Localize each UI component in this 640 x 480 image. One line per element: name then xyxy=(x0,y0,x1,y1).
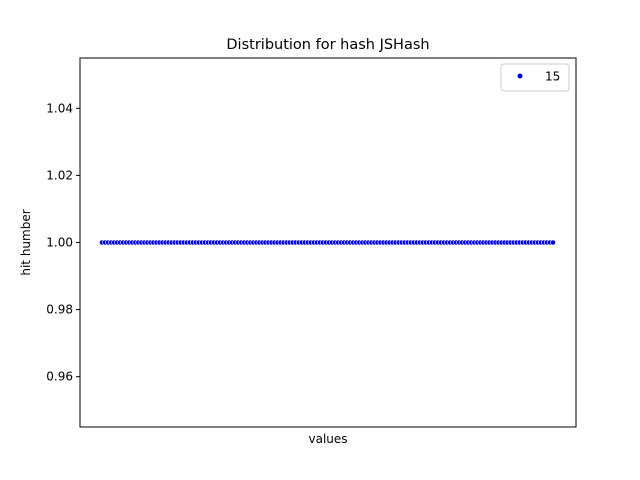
x-axis-label: values xyxy=(308,432,347,446)
legend: 15 xyxy=(500,63,570,92)
legend-marker xyxy=(517,73,523,79)
y-axis-ticks: 0.96 0.98 1.00 1.02 1.04 xyxy=(46,101,80,384)
chart-title: Distribution for hash JSHash xyxy=(226,37,429,53)
y-tick-label: 1.02 xyxy=(46,168,73,182)
y-axis-label: hit humber xyxy=(19,209,33,275)
scatter-points xyxy=(99,239,556,246)
legend-box xyxy=(500,63,570,92)
scatter-point xyxy=(550,239,556,246)
legend-label: 15 xyxy=(545,70,560,84)
y-tick-label: 1.00 xyxy=(46,236,73,250)
y-tick-label: 1.04 xyxy=(46,101,73,115)
y-tick-label: 0.96 xyxy=(46,370,73,384)
y-tick-label: 0.98 xyxy=(46,303,73,317)
